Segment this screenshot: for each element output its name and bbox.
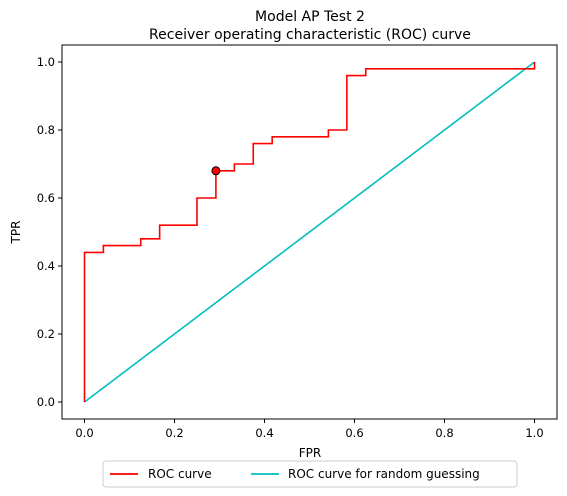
chart-title: Model AP Test 2 [255,9,365,25]
plot-frame [61,44,558,420]
x-axis-label: FPR [299,446,321,460]
x-tick-label: 0.2 [165,426,183,440]
legend: ROC curve ROC curve for random guessing [102,460,518,488]
optimal-threshold-marker [211,166,221,176]
y-tick-label: 0.0 [37,395,55,409]
y-tick-label: 0.4 [37,259,55,273]
y-axis-label: TPR [9,221,23,245]
y-axis-ticks: 0.0 0.2 0.4 0.6 0.8 1.0 [37,55,62,409]
legend-label-random-guessing: ROC curve for random guessing [288,467,480,481]
y-tick-label: 1.0 [37,55,55,69]
y-tick-label: 0.8 [37,123,55,137]
x-tick-label: 0.6 [345,426,363,440]
random-guess-line [84,61,535,403]
x-tick-label: 0.0 [75,426,93,440]
plot-lines [83,61,536,403]
chart-subtitle: Receiver operating characteristic (ROC) … [149,27,471,43]
y-tick-label: 0.2 [37,327,55,341]
y-tick-label: 0.6 [37,191,55,205]
legend-box [102,460,518,488]
x-axis-ticks: 0.0 0.2 0.4 0.6 0.8 1.0 [75,419,544,440]
x-tick-label: 1.0 [525,426,543,440]
x-tick-label: 0.4 [255,426,273,440]
roc-curve-line [83,62,536,402]
legend-label-roc-curve: ROC curve [148,467,212,481]
x-tick-label: 0.8 [435,426,453,440]
